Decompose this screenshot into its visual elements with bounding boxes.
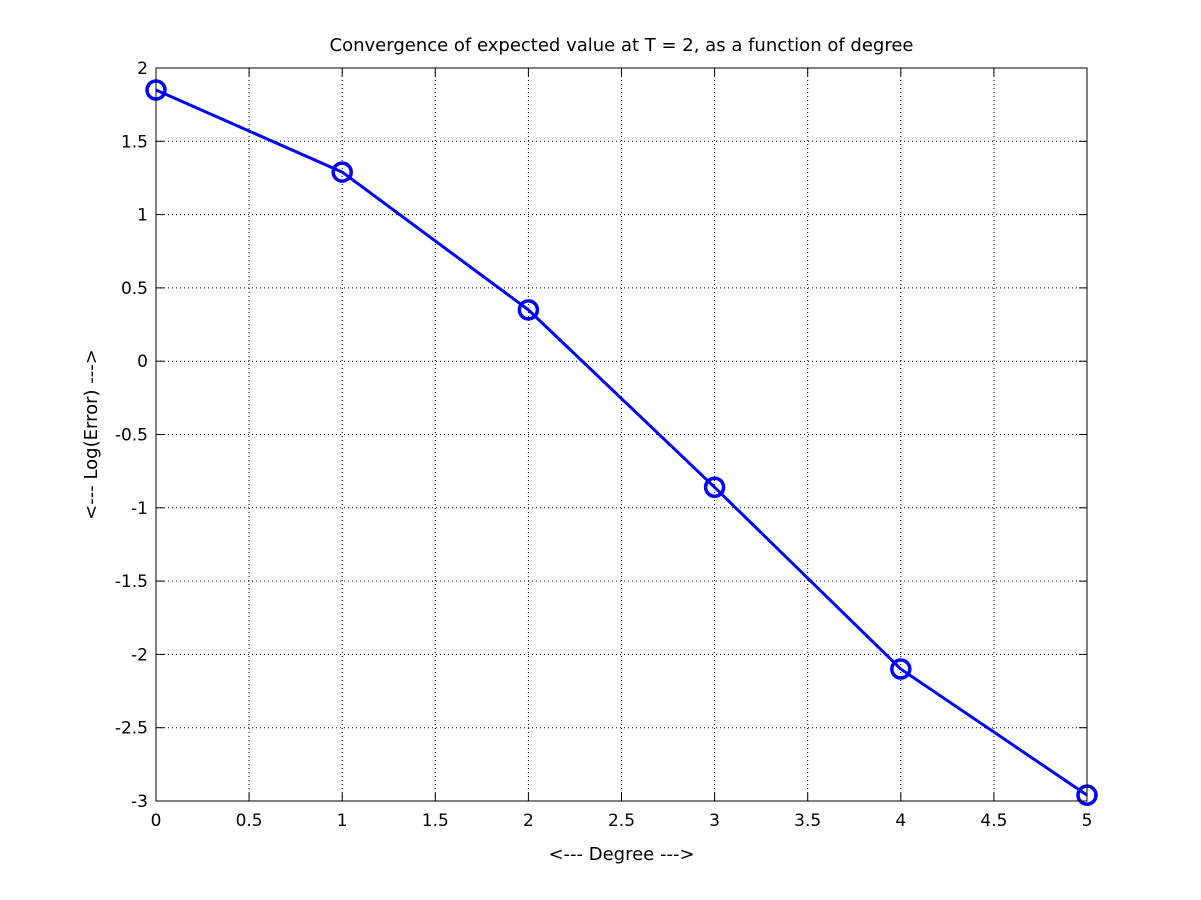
y-tick-label: -1.5 [115, 572, 148, 592]
y-tick-label: -2.5 [115, 719, 148, 739]
x-tick-label: 2.5 [608, 811, 635, 831]
x-tick-label: 4 [895, 811, 906, 831]
y-tick-label: -3 [131, 792, 148, 812]
y-tick-label: 0.5 [121, 279, 148, 299]
data-point-marker [890, 658, 912, 680]
y-tick-label: 0 [137, 352, 148, 372]
x-tick-label: 1 [337, 811, 348, 831]
x-tick-label: 3 [709, 811, 720, 831]
y-tick-label: 1 [137, 206, 148, 226]
x-tick-label: 0 [151, 811, 162, 831]
data-point-marker [331, 161, 353, 183]
x-tick-label: 3.5 [794, 811, 821, 831]
x-tick-label: 5 [1082, 811, 1093, 831]
y-tick-label: -1 [131, 499, 148, 519]
y-axis-label: <--- Log(Error) ---> [81, 349, 102, 520]
x-tick-label: 2 [523, 811, 534, 831]
labels: Convergence of expected value at T = 2, … [81, 35, 913, 865]
ticks: 0 0.5 1 1.5 2 2.5 3 3.5 4 4.5 5 -3 -2.5 -2 -1.5 -1 -0.5 0… [115, 59, 1093, 831]
data-point-marker [517, 299, 540, 321]
y-tick-label: 1.5 [121, 132, 148, 152]
y-tick-label: -0.5 [115, 426, 148, 446]
data-point-marker [703, 476, 726, 499]
y-tick-label: -2 [131, 645, 148, 665]
x-tick-label: 1.5 [422, 811, 449, 831]
series-line [155, 88, 1088, 797]
x-tick-label: 0.5 [236, 811, 263, 831]
chart-title: Convergence of expected value at T = 2, … [330, 35, 914, 56]
x-axis-label: <--- Degree ---> [548, 844, 694, 865]
x-tick-label: 4.5 [980, 811, 1007, 831]
y-tick-label: 2 [137, 59, 148, 79]
axes-box [155, 67, 1088, 802]
